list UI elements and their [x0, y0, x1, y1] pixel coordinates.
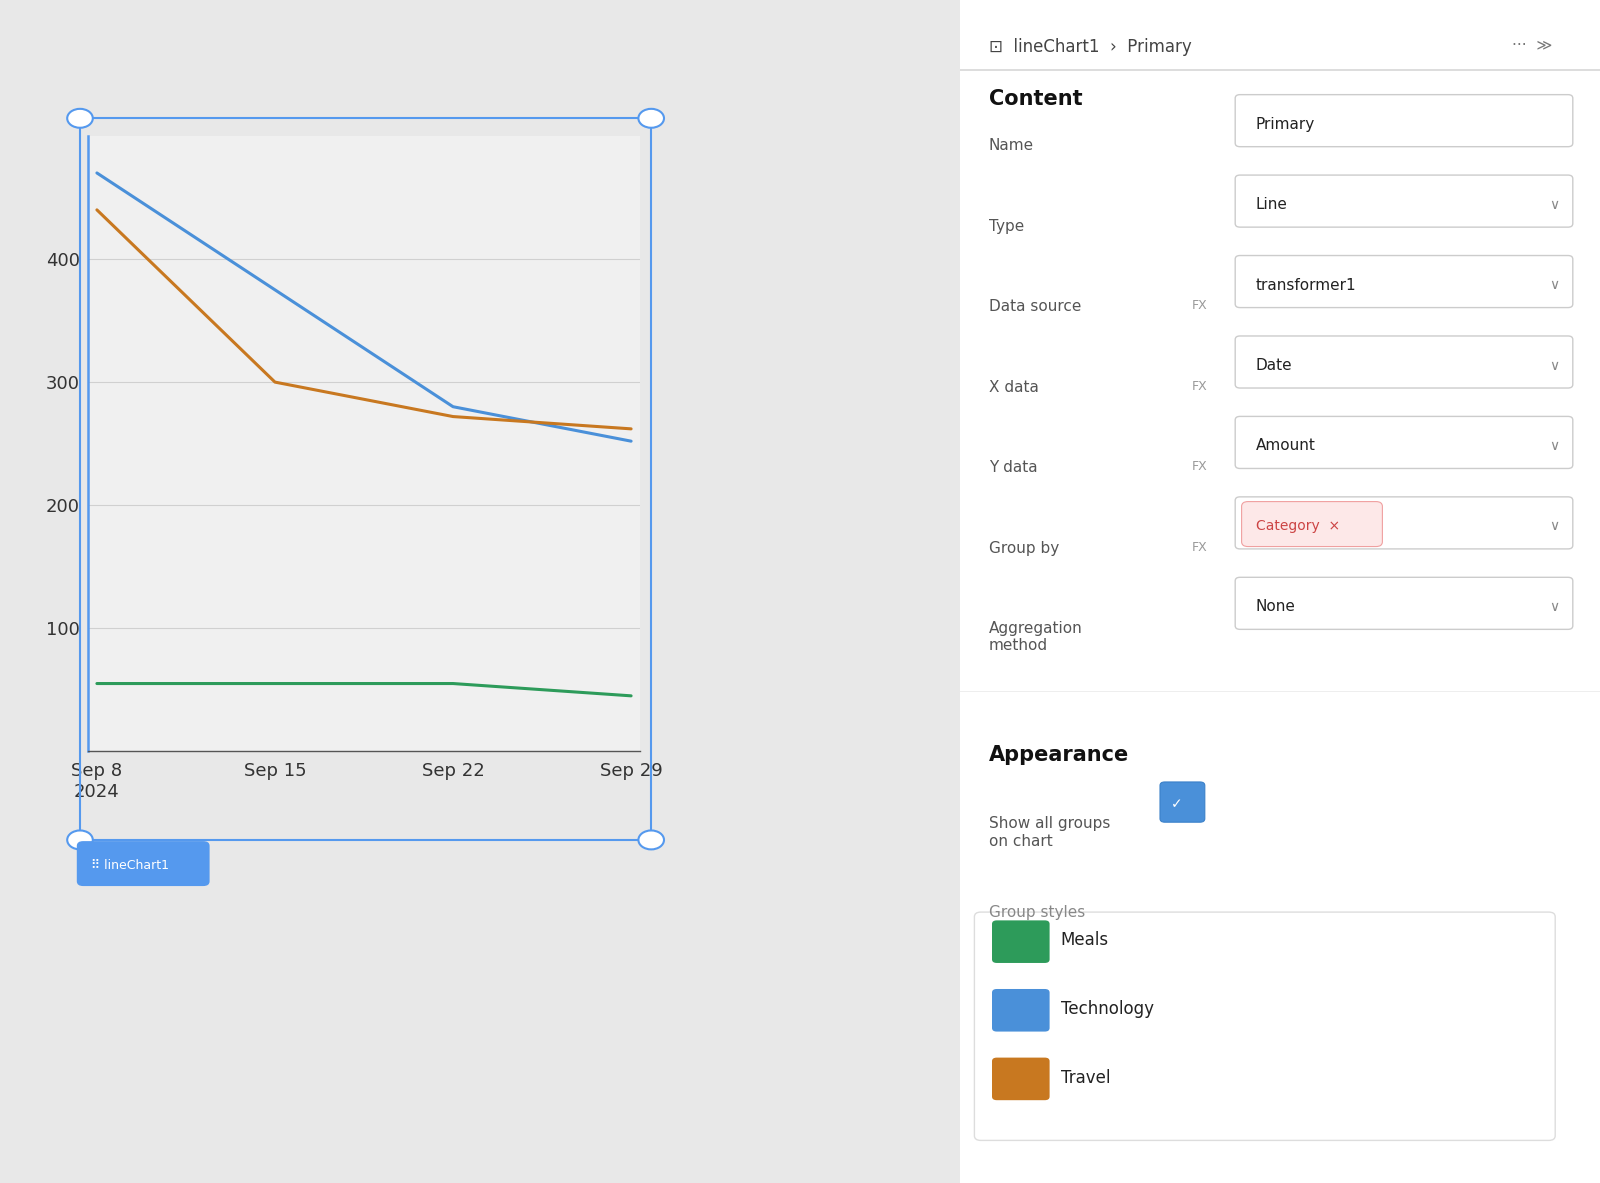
- Text: ✓: ✓: [1171, 797, 1182, 812]
- Text: Content: Content: [989, 89, 1083, 109]
- Text: None: None: [1256, 600, 1296, 614]
- Text: X data: X data: [989, 380, 1038, 395]
- Text: Primary: Primary: [1256, 117, 1315, 131]
- Text: FX: FX: [1192, 460, 1208, 473]
- Text: Line: Line: [1256, 198, 1288, 212]
- Text: FX: FX: [1192, 380, 1208, 393]
- Text: Name: Name: [989, 138, 1034, 154]
- Text: transformer1: transformer1: [1256, 278, 1357, 292]
- Text: ∨: ∨: [1549, 600, 1558, 614]
- Text: Group by: Group by: [989, 541, 1059, 556]
- Text: Type: Type: [989, 219, 1024, 234]
- Text: ∨: ∨: [1549, 519, 1558, 534]
- Text: Aggregation
method: Aggregation method: [989, 621, 1083, 653]
- Text: Y data: Y data: [989, 460, 1037, 476]
- Text: Group styles: Group styles: [989, 905, 1085, 920]
- Text: Category  ×: Category ×: [1256, 519, 1341, 534]
- Text: ···  ≫: ··· ≫: [1512, 38, 1552, 53]
- Text: ∨: ∨: [1549, 278, 1558, 292]
- Text: Data source: Data source: [989, 299, 1082, 315]
- Text: ∨: ∨: [1549, 358, 1558, 373]
- Text: FX: FX: [1192, 299, 1208, 312]
- Text: ⠿ lineChart1: ⠿ lineChart1: [91, 860, 170, 872]
- Text: Date: Date: [1256, 358, 1293, 373]
- Text: ∨: ∨: [1549, 439, 1558, 453]
- Text: ∨: ∨: [1549, 198, 1558, 212]
- Text: Show all groups
on chart: Show all groups on chart: [989, 816, 1110, 848]
- Text: Technology: Technology: [1061, 1000, 1154, 1019]
- Text: Amount: Amount: [1256, 439, 1315, 453]
- Text: ⊡  lineChart1  ›  Primary: ⊡ lineChart1 › Primary: [989, 38, 1192, 56]
- Text: FX: FX: [1192, 541, 1208, 554]
- Text: Travel: Travel: [1061, 1068, 1110, 1087]
- Text: Appearance: Appearance: [989, 745, 1130, 765]
- Text: Meals: Meals: [1061, 931, 1109, 950]
